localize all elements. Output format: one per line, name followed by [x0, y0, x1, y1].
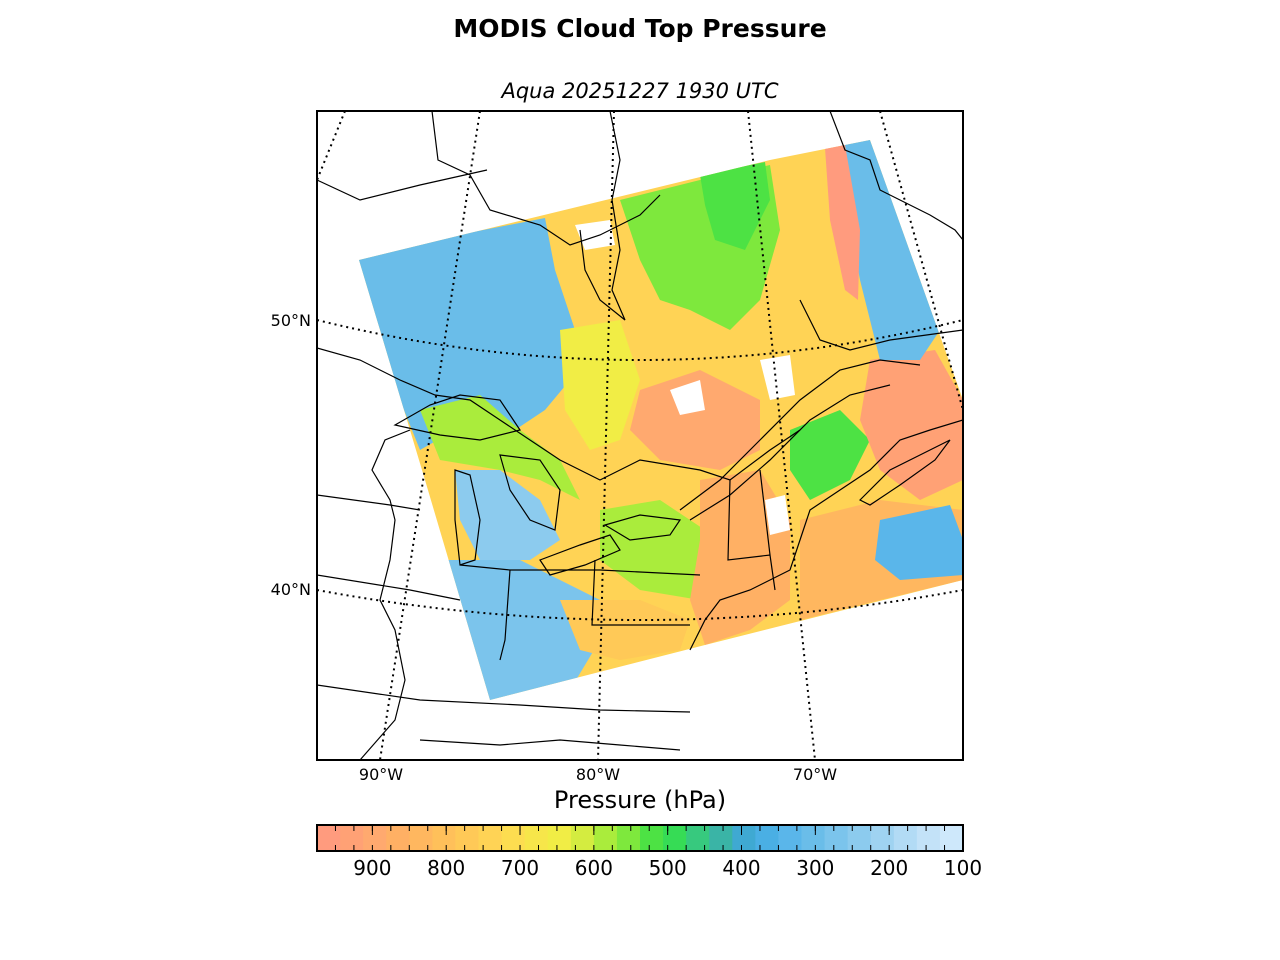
- colorbar-segment: [409, 825, 433, 851]
- us-state-border-4: [459, 564, 701, 576]
- us-state-border-2: [317, 574, 461, 601]
- colorbar-segment: [524, 825, 549, 851]
- patch-low-cloud-labrador: [825, 145, 860, 300]
- graticule: [317, 111, 963, 760]
- southern-border: [419, 739, 681, 751]
- patch-mid-cloud-newengland: [790, 410, 870, 500]
- colorbar-segment: [386, 825, 410, 851]
- chart-title: MODIS Cloud Top Pressure: [453, 14, 827, 43]
- quebec-labrador-border: [799, 299, 963, 351]
- parallel-40n: [317, 589, 963, 621]
- james-bay-coast: [579, 111, 626, 321]
- colorbar-segment: [340, 825, 364, 851]
- lon-label-80w: 80°W: [576, 765, 620, 784]
- colorbar-segment: [547, 825, 572, 851]
- us-state-border-1: [317, 494, 421, 511]
- lake-superior: [393, 394, 521, 441]
- patch-low-cloud-maritimes: [860, 350, 963, 500]
- colorbar-segment: [570, 825, 595, 851]
- patch-high-cloud-michigan: [455, 470, 560, 560]
- colorbar-segment: [640, 825, 664, 851]
- meridian-70w: [747, 111, 816, 760]
- us-state-border-5: [499, 569, 511, 661]
- map-frame: [316, 110, 964, 761]
- patch-mid-cloud-lakes: [420, 395, 580, 500]
- lat-label-40n: 40°N: [271, 580, 311, 599]
- colorbar-segment: [663, 825, 687, 851]
- colorbar-segment: [593, 825, 618, 851]
- colorbar-tick-label: 500: [649, 856, 687, 880]
- st-lawrence-river: [679, 359, 921, 511]
- colorbar-frame: [316, 824, 964, 852]
- colorbar-tick-label: 800: [427, 856, 465, 880]
- clear-gap-4: [765, 495, 790, 535]
- colorbar-segment: [501, 825, 526, 851]
- patch-high-cloud-atlantic: [875, 505, 963, 580]
- colorbar-segment: [824, 825, 849, 851]
- us-state-border-6: [591, 559, 690, 626]
- colorbar-segment: [478, 825, 503, 851]
- st-lawrence-south-shore: [689, 384, 891, 521]
- colorbar-segment: [893, 825, 918, 851]
- colorbar-segment: [732, 825, 756, 851]
- lake-erie: [539, 534, 621, 576]
- colorbar-segment: [709, 825, 733, 851]
- colorbar-tick-label: 300: [796, 856, 834, 880]
- coastlines-and-borders: [317, 111, 963, 760]
- colorbar-segment: [686, 825, 710, 851]
- lat-label-50n: 50°N: [271, 311, 311, 330]
- colorbar-segment: [778, 825, 803, 851]
- patch-mid-cloud-ontario: [560, 320, 640, 450]
- patch-high-cloud-labrador: [840, 140, 940, 360]
- colorbar-segment: [432, 825, 457, 851]
- clear-gap-2: [760, 355, 795, 400]
- west-canada-border: [317, 169, 488, 201]
- lon-label-90w: 90°W: [359, 765, 403, 784]
- colorbar-segment: [916, 825, 941, 851]
- map-area: [317, 111, 963, 760]
- colorbar-tick-label: 600: [575, 856, 613, 880]
- us-state-border-7: [727, 479, 776, 591]
- colorbar-tick-label: 900: [353, 856, 391, 880]
- lon-label-70w: 70°W: [793, 765, 837, 784]
- hudson-bay-coast: [431, 111, 661, 246]
- colorbar: [317, 825, 964, 851]
- west-shoreline: [359, 429, 411, 760]
- colorbar-label: Pressure (hPa): [553, 786, 727, 814]
- colorbar-segment: [455, 825, 480, 851]
- lake-ontario: [603, 514, 682, 541]
- meridian-80w: [597, 111, 615, 760]
- colorbar-segment: [801, 825, 826, 851]
- colorbar-segment: [616, 825, 641, 851]
- colorbar-segment: [847, 825, 872, 851]
- colorbar-tick-label: 100: [944, 856, 982, 880]
- us-state-border-8: [759, 469, 771, 556]
- chart-subtitle: Aqua 20251227 1930 UTC: [501, 79, 779, 103]
- colorbar-segment: [317, 825, 341, 851]
- patch-high-cloud-west: [359, 218, 575, 450]
- colorbar-tick-label: 700: [501, 856, 539, 880]
- colorbar-segment: [939, 825, 964, 851]
- colorbar-segment: [870, 825, 895, 851]
- meridian-60w: [879, 111, 963, 411]
- colorbar-tick-label: 200: [870, 856, 908, 880]
- nova-scotia: [858, 439, 951, 506]
- colorbar-tick-label: 400: [722, 856, 760, 880]
- us-state-border-3: [317, 684, 691, 713]
- parallel-50n: [317, 319, 963, 361]
- lake-michigan: [454, 469, 481, 566]
- patch-mid-cloud-central: [700, 162, 770, 250]
- patch-low-cloud-quebec: [630, 370, 760, 470]
- clear-gap-3: [575, 220, 615, 250]
- east-coast: [689, 419, 963, 651]
- gaspe-labrador-coast: [829, 111, 963, 241]
- colorbar-segment: [363, 825, 387, 851]
- colorbar-segment: [755, 825, 780, 851]
- clear-gap-1: [670, 380, 705, 415]
- lake-huron: [499, 454, 561, 531]
- meridian-90w: [379, 111, 481, 760]
- meridian-100w: [317, 111, 346, 181]
- canada-us-border: [317, 347, 801, 481]
